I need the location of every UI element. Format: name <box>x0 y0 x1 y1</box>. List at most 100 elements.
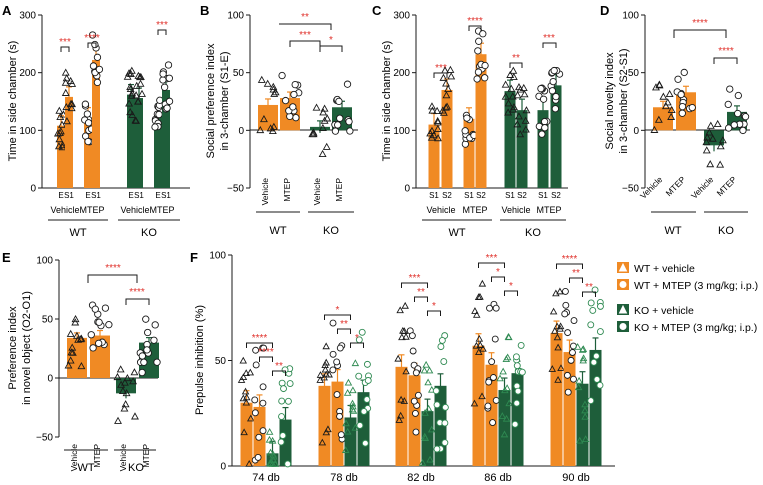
data-point <box>355 372 363 380</box>
data-point <box>336 412 344 420</box>
sig-bracket <box>504 290 518 296</box>
data-point <box>485 378 493 386</box>
sig-bracket <box>337 328 351 334</box>
data-point <box>138 89 146 97</box>
data-point <box>491 335 499 343</box>
y-tick-label: 50 <box>233 68 245 79</box>
tick-label: S1 <box>429 191 439 200</box>
data-point <box>410 397 418 405</box>
data-point <box>343 427 352 435</box>
y-tick-label: −50 <box>36 433 53 444</box>
ylabel: Prepulse inhibition (%) <box>194 305 206 415</box>
data-point <box>62 74 71 82</box>
data-point <box>475 37 483 45</box>
data-point <box>433 116 442 125</box>
data-point <box>240 428 248 436</box>
data-point <box>446 65 455 73</box>
data-point <box>256 125 265 134</box>
sig-bracket <box>427 310 441 316</box>
data-point <box>564 388 572 396</box>
data-point <box>247 414 255 422</box>
tick-label: S2 <box>551 191 561 200</box>
data-point <box>441 103 450 111</box>
data-point <box>411 409 419 417</box>
data-point <box>265 435 274 443</box>
data-point <box>702 146 711 154</box>
data-point <box>478 392 486 400</box>
data-point <box>489 419 497 427</box>
data-point <box>351 423 360 431</box>
data-point <box>716 142 725 150</box>
tick-label: MTEP <box>141 444 151 468</box>
bar <box>135 98 143 188</box>
data-point <box>433 118 442 126</box>
sig-star: *** <box>156 20 168 31</box>
data-point <box>412 428 420 436</box>
panel-letter-e: E <box>2 250 11 265</box>
ylabel: Preference index <box>7 306 19 390</box>
data-point <box>271 459 280 467</box>
data-point <box>289 103 297 111</box>
data-point <box>334 121 342 129</box>
subgroup-label: MTEP <box>149 205 174 215</box>
y-tick-label: 0 <box>404 184 410 195</box>
data-point <box>557 364 565 372</box>
data-point <box>237 376 246 383</box>
data-point <box>394 354 402 362</box>
data-point <box>329 366 337 374</box>
sig-star: * <box>355 333 359 344</box>
data-point <box>504 99 513 107</box>
data-point <box>505 333 513 341</box>
data-point <box>514 112 523 120</box>
data-point <box>680 68 688 77</box>
data-point <box>68 79 77 87</box>
data-point <box>474 47 482 55</box>
data-point <box>581 406 589 414</box>
data-point <box>479 344 487 352</box>
data-point <box>122 389 131 397</box>
group-label: KO <box>718 225 734 237</box>
data-point <box>488 358 496 366</box>
tick-label: E <box>58 191 63 200</box>
sig-bracket <box>582 291 596 297</box>
panel-e: −50 0 50 100 Preference index in novel obje… <box>7 256 161 474</box>
data-point <box>254 453 262 461</box>
data-point <box>290 90 298 99</box>
group-label: KO <box>525 227 541 239</box>
data-point <box>474 68 483 76</box>
data-point <box>463 114 471 122</box>
data-point <box>341 446 350 453</box>
data-point <box>441 403 449 411</box>
tick-label: S1 <box>505 191 515 200</box>
data-point <box>356 422 364 429</box>
data-point <box>144 328 152 337</box>
bar <box>154 114 162 188</box>
data-point <box>508 92 517 100</box>
data-point <box>412 369 420 377</box>
data-point <box>518 368 526 376</box>
data-point <box>726 85 734 93</box>
data-point <box>706 160 715 168</box>
data-point <box>131 412 139 420</box>
tick-label: S1 <box>91 191 101 200</box>
data-point <box>363 360 371 368</box>
data-point <box>312 103 321 111</box>
data-point <box>734 109 742 118</box>
data-point <box>716 160 725 168</box>
data-point <box>55 135 64 143</box>
circle-marker-icon <box>619 281 627 288</box>
data-point <box>351 359 360 367</box>
data-point <box>345 117 353 126</box>
data-point <box>501 80 510 88</box>
data-point <box>538 130 546 138</box>
y-tick-label: 100 <box>19 126 36 137</box>
data-point <box>421 408 429 416</box>
data-point <box>348 399 357 407</box>
data-point <box>67 104 76 112</box>
data-point <box>428 102 436 110</box>
y-tick-label: 0 <box>633 126 639 137</box>
data-point <box>556 287 564 295</box>
data-point <box>734 91 742 100</box>
data-point <box>708 134 717 142</box>
data-point <box>165 74 173 82</box>
